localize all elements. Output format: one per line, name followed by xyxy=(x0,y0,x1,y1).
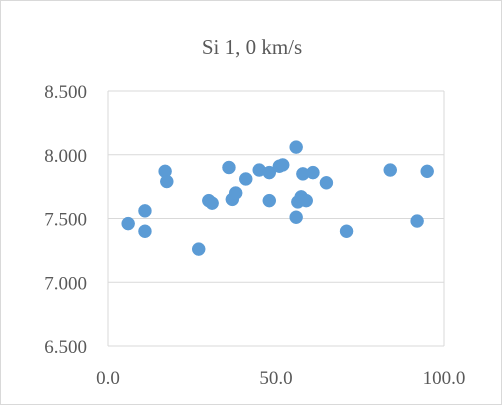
data-point xyxy=(306,165,320,180)
data-point xyxy=(239,172,253,186)
data-points xyxy=(121,140,434,256)
data-point xyxy=(191,242,206,256)
data-point xyxy=(289,140,303,154)
data-point xyxy=(275,158,290,172)
data-point xyxy=(205,196,219,210)
data-point xyxy=(410,214,424,228)
data-point xyxy=(420,164,434,179)
y-tick-labels: 6.500 7.000 7.500 8.000 8.500 xyxy=(44,82,87,358)
y-tick-label: 7.500 xyxy=(44,210,87,231)
x-tick-label: 0.0 xyxy=(96,368,120,389)
data-point xyxy=(262,193,277,208)
data-point xyxy=(262,165,277,180)
axes xyxy=(107,91,445,346)
data-point xyxy=(160,174,174,189)
data-point xyxy=(289,210,303,224)
y-tick-label: 7.000 xyxy=(44,273,87,294)
data-point xyxy=(222,160,236,175)
x-tick-labels: 0.0 50.0 100.0 xyxy=(96,368,465,389)
x-tick-label: 50.0 xyxy=(259,368,292,389)
x-tick-label: 100.0 xyxy=(423,368,466,389)
chart-title: Si 1, 0 km/s xyxy=(202,35,302,59)
data-point xyxy=(121,216,135,231)
data-point xyxy=(228,186,243,200)
y-tick-label: 6.500 xyxy=(44,337,87,358)
data-point xyxy=(138,204,152,218)
grid-lines xyxy=(108,90,444,347)
data-point xyxy=(383,163,397,177)
data-point xyxy=(299,193,313,208)
data-point xyxy=(319,176,334,190)
data-point xyxy=(339,224,354,238)
y-tick-label: 8.000 xyxy=(44,146,87,167)
y-tick-label: 8.500 xyxy=(44,82,87,103)
data-point xyxy=(138,224,152,238)
